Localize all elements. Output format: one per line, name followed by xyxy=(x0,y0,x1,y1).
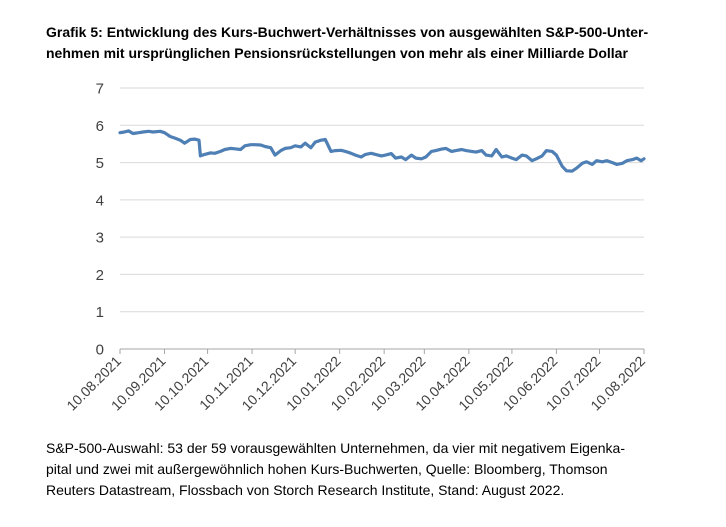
chart-footnote: S&P-500-Auswahl: 53 der 59 vorausgewählt… xyxy=(46,438,686,501)
footnote-line-2: pital und zwei mit außergewöhnlich hohen… xyxy=(46,461,608,477)
footnote-line-1: S&P-500-Auswahl: 53 der 59 vorausgewählt… xyxy=(46,440,625,456)
series-line-kbv xyxy=(118,129,646,173)
x-axis xyxy=(119,348,645,354)
y-axis-tick-labels: 0 1 2 3 4 5 6 7 xyxy=(96,81,104,359)
y-tick-label: 6 xyxy=(96,118,104,135)
y-tick-label: 7 xyxy=(96,81,104,98)
chart-title-line-1: Grafik 5: Entwicklung des Kurs-Buchwert-… xyxy=(46,24,649,40)
footnote-line-3: Reuters Datastream, Flossbach von Storch… xyxy=(46,482,565,498)
gridlines xyxy=(120,87,644,313)
y-tick-label: 1 xyxy=(96,304,104,321)
y-tick-label: 3 xyxy=(96,230,104,247)
chart-title: Grafik 5: Entwicklung des Kurs-Buchwert-… xyxy=(46,22,686,64)
x-axis-tick-labels: 10.08.202110.09.202110.10.202110.11.2021… xyxy=(63,353,648,414)
y-tick-label: 4 xyxy=(96,192,104,209)
y-tick-label: 2 xyxy=(96,267,104,284)
y-tick-label: 0 xyxy=(96,342,104,359)
chart-title-line-2: nehmen mit ursprünglichen Pensionsrückst… xyxy=(46,45,628,61)
y-tick-label: 5 xyxy=(96,155,104,172)
